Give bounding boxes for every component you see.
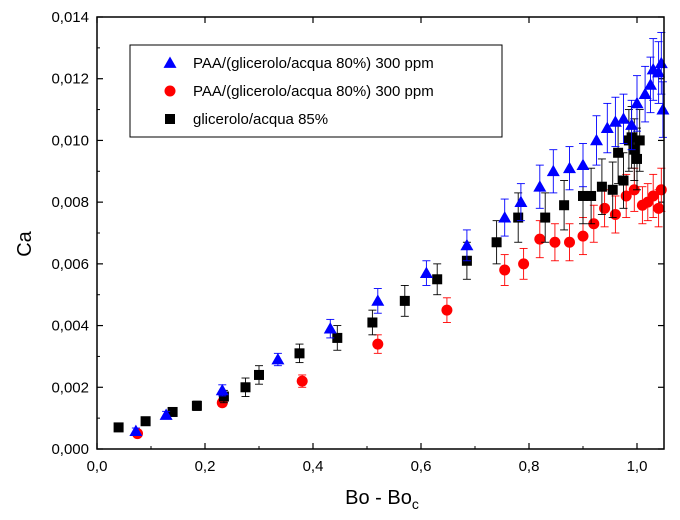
- data-point-triangle: [617, 112, 630, 124]
- x-axis-title-main: Bo - Bo: [345, 487, 412, 509]
- legend-label: glicerolo/acqua 85%: [193, 111, 328, 128]
- legend-marker-circle: [164, 85, 176, 97]
- data-point-triangle: [546, 164, 560, 177]
- y-tick-label: 0,014: [51, 9, 89, 26]
- data-point-triangle: [652, 66, 666, 78]
- x-axis-title: Bo - Boc: [345, 487, 419, 512]
- data-point-square: [559, 200, 570, 211]
- x-axis-title-subscript: c: [412, 496, 419, 512]
- data-point-square: [294, 348, 305, 359]
- y-tick-label: 0,008: [51, 194, 89, 211]
- data-point-square: [618, 175, 629, 186]
- data-point-triangle: [576, 158, 590, 170]
- data-point-triangle: [215, 383, 229, 396]
- data-point-square: [596, 181, 607, 192]
- data-point-circle: [441, 304, 453, 316]
- data-point-square: [586, 190, 597, 201]
- data-point-triangle: [129, 424, 143, 436]
- x-tick-label: 0,6: [411, 458, 432, 475]
- legend-label: PAA/(glicerolo/acqua 80%) 300 ppm: [193, 83, 434, 100]
- data-point-triangle: [625, 118, 639, 130]
- x-tick-label: 0,0: [87, 458, 108, 475]
- data-point-triangle: [533, 180, 547, 192]
- y-axis-title: Ca: [14, 230, 36, 256]
- series-triangle: [129, 31, 670, 436]
- data-point-square: [191, 400, 202, 411]
- x-axis-ticks: 0,0 0,2 0,4 0,6 0,8 1,0: [87, 17, 648, 475]
- y-tick-label: 0,006: [51, 256, 89, 273]
- y-tick-label: 0,002: [51, 379, 89, 396]
- data-point-square: [332, 332, 343, 343]
- data-point-square: [513, 212, 524, 223]
- data-point-circle: [655, 184, 667, 196]
- data-point-triangle: [271, 353, 285, 365]
- data-point-circle: [499, 264, 511, 276]
- data-point-square: [578, 190, 588, 201]
- data-point-circle: [518, 258, 530, 270]
- data-point-square: [491, 237, 502, 248]
- data-point-circle: [549, 236, 561, 248]
- data-point-square: [613, 147, 624, 158]
- data-point-square: [240, 382, 251, 393]
- data-point-triangle: [323, 322, 337, 334]
- legend-marker-square: [165, 114, 175, 124]
- data-point-triangle: [608, 115, 622, 127]
- data-point-triangle: [656, 103, 670, 115]
- legend: PAA/(glicerolo/acqua 80%) 300 ppm PAA/(gl…: [129, 44, 503, 138]
- data-point-square: [218, 391, 229, 402]
- data-point-square: [367, 317, 378, 328]
- data-point-circle: [372, 338, 384, 350]
- data-point-square: [399, 295, 410, 306]
- data-point-triangle: [498, 211, 512, 223]
- data-point-square: [540, 212, 551, 223]
- x-tick-label: 0,8: [519, 458, 540, 475]
- data-point-circle: [653, 202, 665, 214]
- data-point-circle: [599, 202, 611, 214]
- data-point-circle: [647, 190, 659, 202]
- data-point-triangle: [159, 408, 173, 420]
- data-point-square: [607, 184, 618, 195]
- legend-marker-triangle: [163, 56, 177, 68]
- data-point-triangle: [460, 238, 474, 251]
- data-point-triangle: [514, 195, 528, 208]
- data-point-square: [634, 135, 645, 146]
- data-point-triangle: [644, 78, 657, 90]
- data-point-square: [254, 369, 264, 380]
- x-tick-label: 1,0: [627, 458, 648, 475]
- x-tick-label: 0,2: [195, 458, 216, 475]
- legend-label: PAA/(glicerolo/acqua 80%) 300 ppm: [193, 55, 434, 72]
- data-point-square: [113, 422, 124, 433]
- y-axis-ticks: 0,000 0,002 0,004 0,006 0,008 0,010 0,012 0,014: [51, 9, 664, 458]
- data-point-square: [140, 416, 151, 427]
- data-point-triangle: [371, 294, 385, 306]
- data-point-triangle: [419, 266, 433, 278]
- series-layer: [113, 31, 670, 440]
- x-tick-label: 0,4: [303, 458, 324, 475]
- legend-box: [129, 44, 503, 138]
- y-tick-label: 0,012: [51, 71, 89, 88]
- plot-frame: [96, 16, 665, 450]
- y-tick-label: 0,004: [51, 318, 89, 335]
- data-point-circle: [534, 233, 546, 245]
- data-point-square: [632, 153, 642, 164]
- data-point-triangle: [638, 87, 652, 100]
- data-point-triangle: [590, 133, 603, 146]
- data-point-circle: [296, 375, 308, 387]
- y-tick-label: 0,000: [51, 441, 89, 458]
- data-point-circle: [609, 208, 621, 220]
- data-point-triangle: [563, 161, 576, 174]
- data-point-triangle: [630, 96, 644, 109]
- data-point-circle: [564, 236, 575, 248]
- data-point-circle: [577, 230, 589, 242]
- data-point-square: [167, 406, 178, 417]
- y-tick-label: 0,010: [51, 132, 89, 149]
- data-point-triangle: [600, 121, 614, 133]
- data-point-square: [432, 274, 443, 285]
